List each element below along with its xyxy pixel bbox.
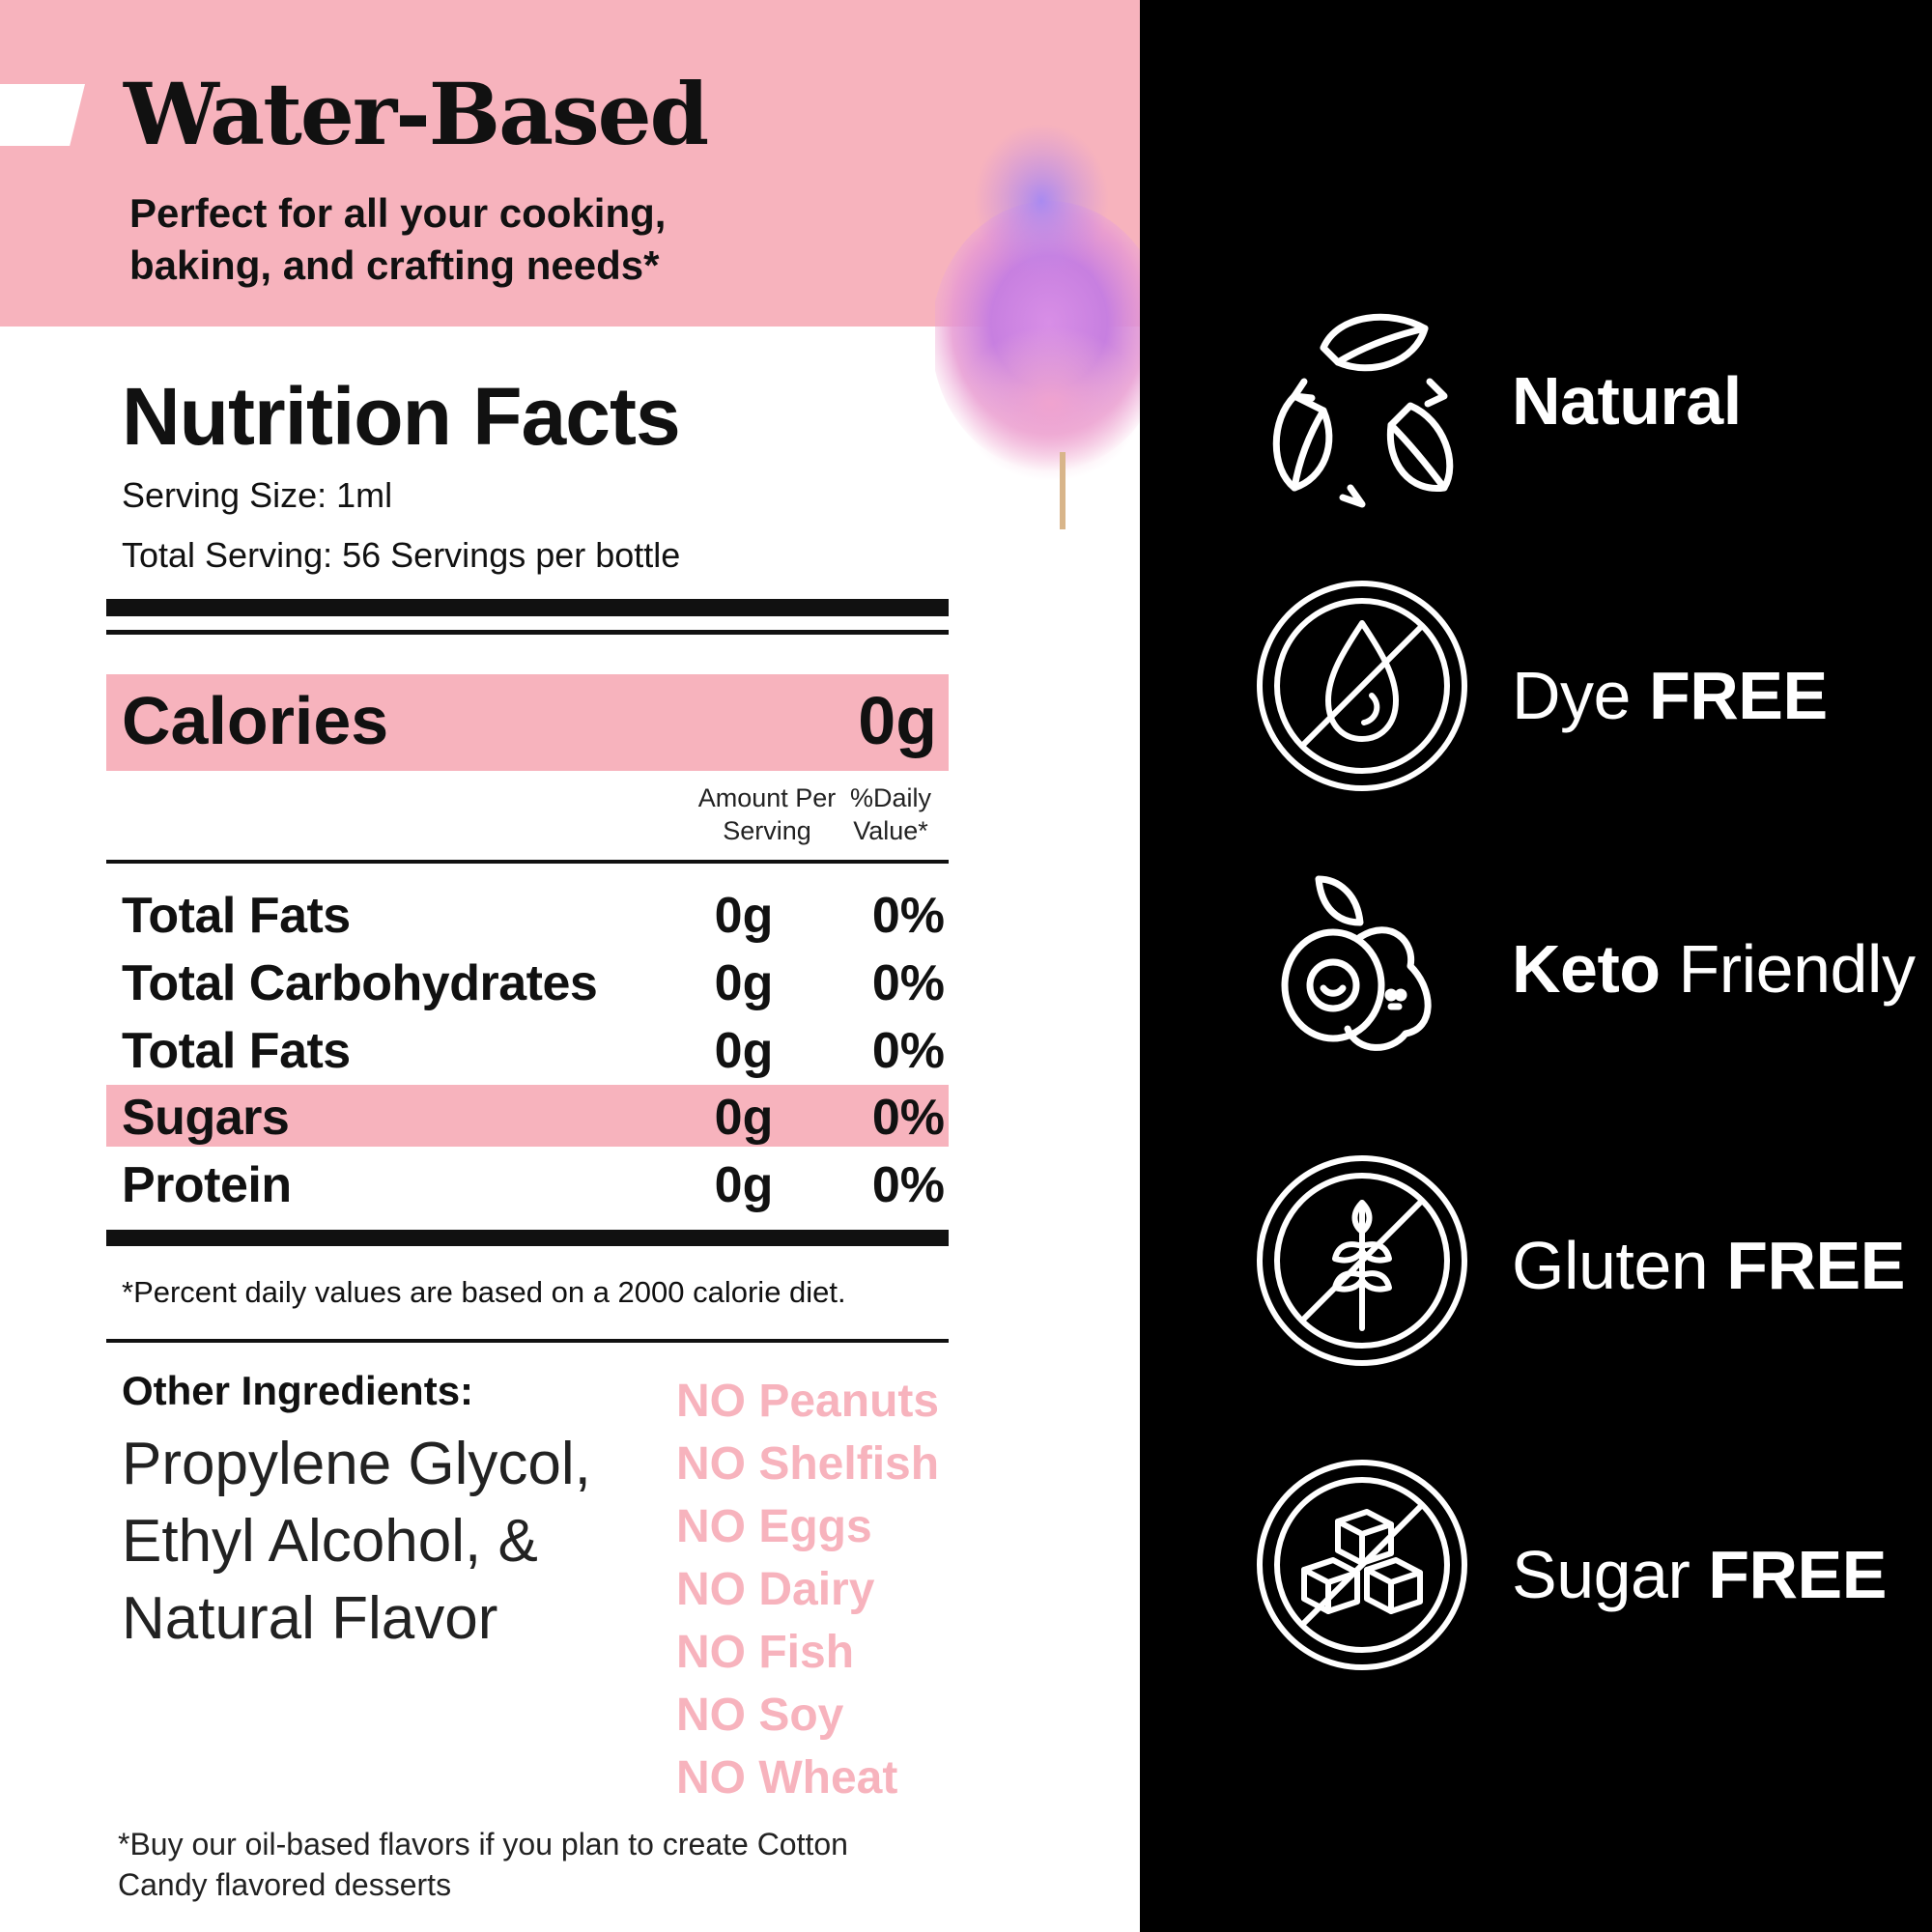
nutrient-daily-value: 0%: [871, 955, 945, 1011]
nutrient-row: Protein 0g 0%: [106, 1152, 949, 1214]
divider-thick: [106, 599, 949, 616]
calories-highlight: [106, 674, 949, 771]
cotton-candy-image: [935, 124, 1167, 529]
allergen-item: NO Peanuts: [676, 1376, 940, 1427]
nutrient-row: Total Fats 0g 0%: [106, 883, 949, 945]
nutrient-label: Total Carbohydrates: [122, 955, 598, 1011]
allergen-item: NO Dairy: [676, 1564, 875, 1615]
badge-label: Keto Friendly: [1512, 931, 1916, 1007]
badge-label: Gluten FREE: [1512, 1228, 1905, 1303]
divider-thick: [106, 1230, 949, 1246]
nutrient-daily-value: 0%: [871, 1090, 945, 1146]
nutrient-amount: 0g: [714, 1090, 774, 1146]
ingredients-text: Propylene Glycol, Ethyl Alcohol, & Natur…: [122, 1431, 591, 1652]
nutrient-amount: 0g: [714, 955, 774, 1011]
badge-label: Dye FREE: [1512, 658, 1828, 733]
nutrient-row-highlighted: Sugars 0g 0%: [106, 1085, 949, 1147]
nutrient-label: Protein: [122, 1157, 292, 1213]
divider-thin: [106, 860, 949, 864]
leaves-cycle-icon: [1272, 313, 1454, 508]
divider-thin: [106, 630, 949, 635]
allergen-item: NO Wheat: [676, 1752, 898, 1804]
other-ingredients-label: Other Ingredients:: [122, 1368, 474, 1413]
calories-label: Calories: [122, 683, 389, 758]
column-header-daily-value: %Daily Value*: [849, 783, 932, 845]
nutrient-row: Total Carbohydrates 0g 0%: [106, 951, 949, 1012]
header-subtitle: Perfect for all your cooking, baking, an…: [129, 190, 667, 288]
nutrient-amount: 0g: [714, 1023, 774, 1079]
allergen-item: NO Fish: [676, 1627, 855, 1678]
allergen-item: NO Soy: [676, 1690, 844, 1741]
badge-label: Sugar FREE: [1512, 1537, 1887, 1612]
allergen-item: NO Eggs: [676, 1501, 872, 1552]
oil-based-note: *Buy our oil-based flavors if you plan t…: [118, 1827, 848, 1902]
nutrient-amount: 0g: [714, 888, 774, 944]
nutrient-daily-value: 0%: [871, 1157, 945, 1213]
nutrient-daily-value: 0%: [871, 1023, 945, 1079]
serving-size: Serving Size: 1ml: [122, 475, 393, 515]
divider-thin: [106, 1339, 949, 1343]
badge-label: Natural: [1512, 363, 1742, 439]
allergen-item: NO Shelfish: [676, 1438, 940, 1490]
column-header-amount: Amount Per Serving: [697, 783, 837, 845]
total-serving: Total Serving: 56 Servings per bottle: [122, 535, 681, 575]
nutrient-row: Total Fats 0g 0%: [106, 1018, 949, 1080]
nutrient-daily-value: 0%: [871, 888, 945, 944]
header-tab-decoration: [0, 84, 85, 146]
avocado-icon: [1281, 875, 1432, 1051]
daily-value-footnote: *Percent daily values are based on a 200…: [122, 1275, 846, 1309]
calories-value: 0g: [858, 683, 937, 758]
nutrient-label: Sugars: [122, 1090, 290, 1146]
no-dye-drop-icon: [1257, 581, 1467, 791]
header-title: Water-Based: [124, 64, 709, 164]
nutrient-amount: 0g: [714, 1157, 774, 1213]
no-sugar-cubes-icon: [1257, 1460, 1467, 1670]
no-gluten-wheat-icon: [1257, 1155, 1467, 1366]
nutrient-label: Total Fats: [122, 888, 351, 944]
nutrient-label: Total Fats: [122, 1023, 351, 1079]
nutrition-facts-title: Nutrition Facts: [122, 371, 681, 462]
allergen-list: NO Peanuts NO Shelfish NO Eggs NO Dairy …: [676, 1370, 939, 1809]
